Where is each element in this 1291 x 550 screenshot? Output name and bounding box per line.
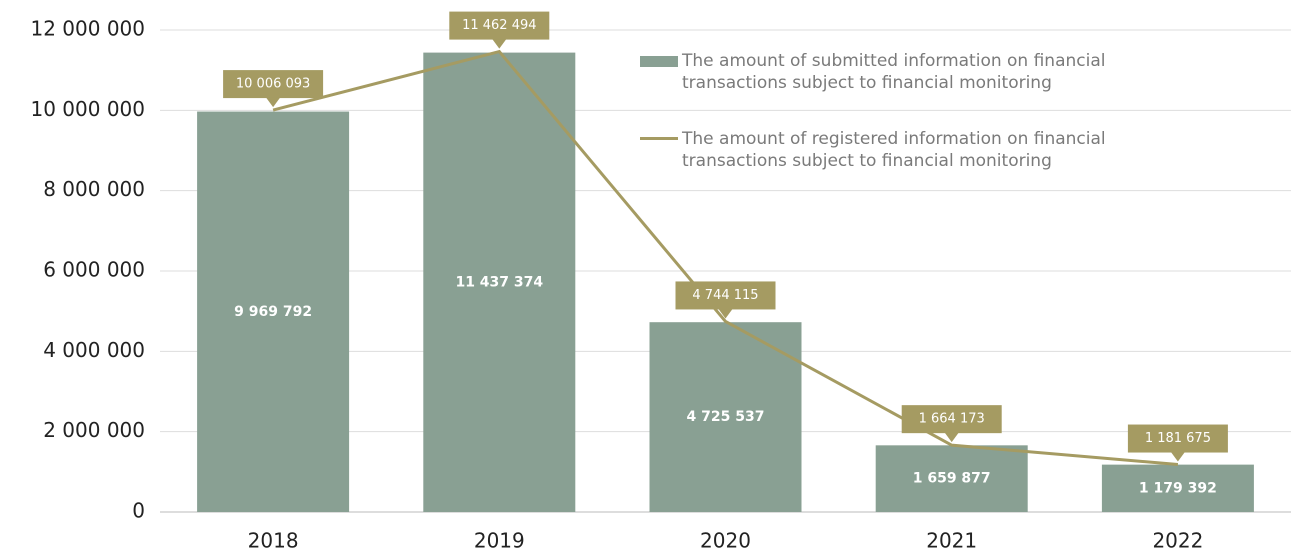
y-tick-label: 0 bbox=[132, 499, 145, 523]
x-tick-label: 2020 bbox=[700, 529, 751, 550]
x-tick-label: 2019 bbox=[474, 529, 525, 550]
line-value-label: 11 462 494 bbox=[462, 18, 536, 33]
y-tick-label: 4 000 000 bbox=[43, 338, 145, 362]
legend-item: The amount of submitted information on f… bbox=[640, 50, 1160, 94]
line-value-label: 1 664 173 bbox=[919, 412, 985, 427]
value-label-pointer bbox=[945, 433, 959, 443]
y-tick-label: 8 000 000 bbox=[43, 177, 145, 201]
bar-value-label: 11 437 374 bbox=[455, 274, 543, 290]
chart: 0 2 000 000 4 000 000 6 000 000 8 000 000 10 … bbox=[0, 0, 1291, 550]
line-value-label: 4 744 115 bbox=[692, 288, 758, 303]
bar-value-label: 9 969 792 bbox=[234, 304, 312, 320]
bar-value-label: 1 659 877 bbox=[913, 471, 991, 487]
bar-value-label: 4 725 537 bbox=[687, 409, 765, 425]
legend-swatch bbox=[640, 137, 678, 140]
legend-label: The amount of registered information on … bbox=[682, 128, 1160, 172]
legend-label: The amount of submitted information on f… bbox=[682, 50, 1160, 94]
x-tick-label: 2021 bbox=[926, 529, 977, 550]
value-label-pointer bbox=[492, 39, 506, 49]
line-value-label: 1 181 675 bbox=[1145, 431, 1211, 446]
legend-swatch bbox=[640, 56, 678, 67]
bar-value-label: 1 179 392 bbox=[1139, 480, 1217, 496]
x-tick-label: 2022 bbox=[1152, 529, 1203, 550]
y-tick-label: 2 000 000 bbox=[43, 418, 145, 442]
value-label-pointer bbox=[266, 98, 280, 108]
x-tick-label: 2018 bbox=[248, 529, 299, 550]
y-tick-label: 10 000 000 bbox=[30, 97, 145, 121]
legend-item: The amount of registered information on … bbox=[640, 128, 1160, 172]
line-value-label: 10 006 093 bbox=[236, 77, 310, 92]
y-tick-label: 6 000 000 bbox=[43, 258, 145, 282]
value-label-pointer bbox=[1171, 452, 1185, 462]
y-tick-label: 12 000 000 bbox=[30, 17, 145, 41]
